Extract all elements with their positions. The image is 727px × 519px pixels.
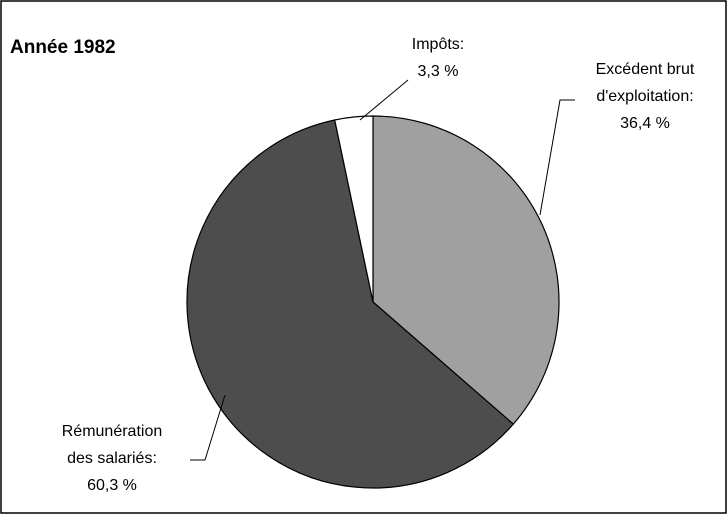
value-label: 3,3 % — [418, 63, 459, 80]
label-line: des salariés: — [67, 450, 157, 467]
label-line: Rémunération — [62, 423, 163, 440]
value-label: 60,3 % — [87, 477, 137, 494]
label-line: Excédent brut — [596, 61, 695, 78]
slice-label: Excédent brut d'exploitation: — [596, 61, 695, 105]
leader-line — [190, 394, 226, 461]
leader-line — [359, 79, 409, 121]
pie-slice — [372, 115, 560, 425]
value-label: 36,4 % — [620, 115, 670, 132]
pie-slice — [333, 115, 374, 303]
label-line: Impôts: — [412, 36, 464, 53]
slice-label: Rémunération des salariés: — [62, 423, 163, 467]
label-line: d'exploitation: — [596, 88, 693, 105]
chart-title: Année 1982 — [10, 37, 116, 58]
pie-slice — [186, 119, 515, 489]
slice-label: Impôts: — [412, 36, 464, 53]
leader-line — [539, 99, 575, 216]
